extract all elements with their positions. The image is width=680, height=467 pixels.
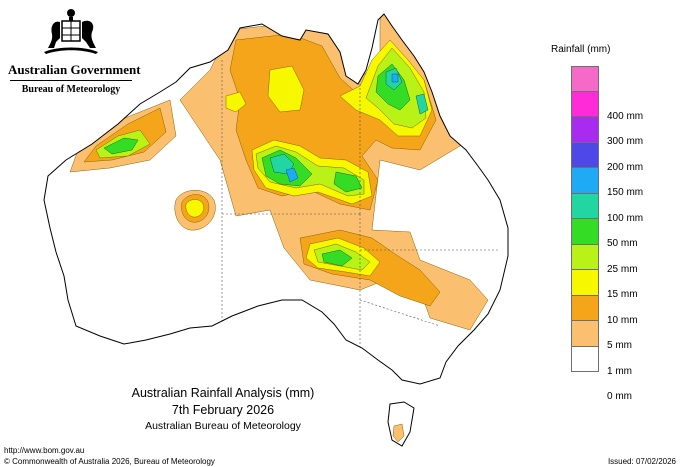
map-title-block: Australian Rainfall Analysis (mm) 7th Fe… <box>118 385 328 433</box>
bom-logo: Australian Government Bureau of Meteorol… <box>8 8 141 98</box>
legend-row <box>571 66 661 92</box>
map-title: Australian Rainfall Analysis (mm) <box>131 386 315 400</box>
legend-row: 300 mm <box>571 117 661 147</box>
legend-row: 5 mm <box>571 321 661 351</box>
legend-swatch <box>571 270 599 296</box>
map-date: 7th February 2026 <box>171 403 275 417</box>
legend-label: 400 mm <box>607 110 644 122</box>
legend-label: 25 mm <box>607 263 638 275</box>
legend-swatch <box>571 346 599 372</box>
legend-swatch <box>571 117 599 143</box>
legend-label: 200 mm <box>607 161 644 173</box>
legend-row: 100 mm <box>571 193 661 224</box>
legend-swatch <box>571 168 599 194</box>
legend-label: 300 mm <box>607 136 644 147</box>
footer-copyright: © Commonwealth of Australia 2026, Bureau… <box>4 457 215 466</box>
rainfall-legend: 400 mm 300 mm 200 mm 150 mm 100 mm 50 mm 25 mm… <box>571 66 661 402</box>
coat-of-arms-icon <box>44 9 98 54</box>
rain-area-tasmania <box>392 423 405 443</box>
rainfall-areas <box>69 14 500 360</box>
legend-label: 0 mm <box>607 391 632 402</box>
legend-row: 200 mm <box>571 142 661 173</box>
legend-label: 1 mm <box>607 365 632 377</box>
legend-title: Rainfall (mm) <box>551 44 611 55</box>
footer-url[interactable]: http://www.bom.gov.au <box>4 446 85 455</box>
legend-swatch <box>571 91 599 117</box>
legend-label: 15 mm <box>607 289 638 300</box>
legend-label: 50 mm <box>607 238 638 249</box>
legend-swatch <box>571 142 599 168</box>
government-name: Australian Government <box>8 62 141 77</box>
legend-label: 150 mm <box>607 187 644 198</box>
logo-divider <box>10 80 132 81</box>
legend-label: 10 mm <box>607 314 638 326</box>
legend-swatch <box>571 244 599 270</box>
legend-label: 100 mm <box>607 212 644 224</box>
legend-swatch <box>571 321 599 347</box>
footer-issued: Issued: 07/02/2026 <box>607 457 676 466</box>
legend-row: 0 mm <box>571 372 661 402</box>
legend-row: 15 mm <box>571 270 661 300</box>
legend-swatch <box>571 193 599 219</box>
legend-row: 400 mm <box>571 91 661 122</box>
legend-row: 50 mm <box>571 219 661 249</box>
legend-row: 150 mm <box>571 168 661 198</box>
legend-row: 1 mm <box>571 346 661 377</box>
legend-swatch <box>571 219 599 245</box>
legend-swatch <box>571 295 599 321</box>
legend-row: 25 mm <box>571 244 661 275</box>
map-credit: Australian Bureau of Meteorology <box>145 420 301 432</box>
legend-label: 5 mm <box>607 340 632 351</box>
bureau-name: Bureau of Meteorology <box>21 84 121 95</box>
legend-row: 10 mm <box>571 295 661 326</box>
legend-swatch <box>571 66 599 92</box>
